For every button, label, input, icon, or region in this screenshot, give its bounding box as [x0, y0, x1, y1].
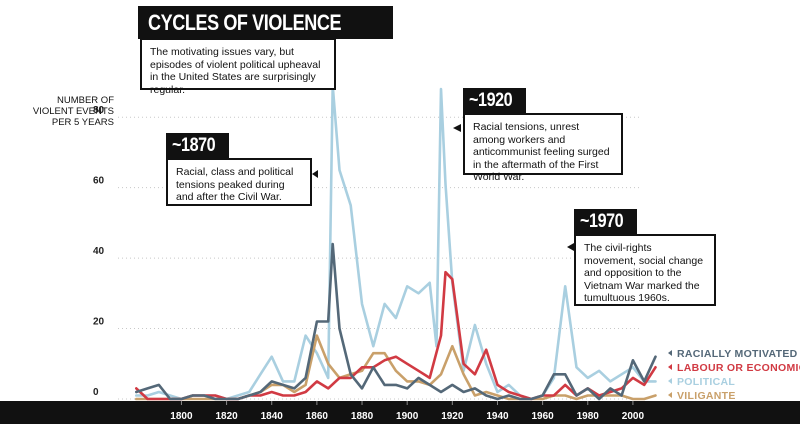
- x-tick-label: 1920: [441, 411, 464, 422]
- chart-title-box: CYCLES OF VIOLENCE: [138, 6, 394, 39]
- legend-marker-icon: [668, 350, 672, 356]
- series-line-racially-motivated: [135, 242, 657, 401]
- legend-marker-icon: [668, 364, 672, 370]
- legend-marker-icon: [668, 392, 672, 398]
- annotation-pointer-icon: [567, 243, 574, 251]
- legend-item-viligante: VILIGANTE: [668, 389, 800, 403]
- annotation-tag-1920: ~1920: [463, 88, 526, 113]
- x-tick-label: 1900: [396, 411, 419, 422]
- x-tick-label: 1940: [486, 411, 509, 422]
- x-axis-band: [0, 401, 800, 424]
- legend-item-labour-or-economic: LABOUR OR ECONOMIC: [668, 361, 800, 375]
- chart-title: CYCLES OF VIOLENCE: [148, 10, 342, 35]
- annotation-tag-1970: ~1970: [574, 209, 637, 234]
- legend-item-racially-motivated: RACIALLY MOTIVATED: [668, 347, 800, 361]
- annotation-text-1970: The civil-rights movement, social change…: [584, 242, 704, 304]
- subtitle-text: The motivating issues vary, but episodes…: [150, 46, 321, 96]
- annotation-box-1970: The civil-rights movement, social change…: [574, 234, 716, 306]
- annotation-box-1870: Racial, class and political tensions pea…: [166, 158, 312, 206]
- x-tick-label: 1840: [261, 411, 284, 422]
- x-tick-label: 1880: [351, 411, 374, 422]
- y-tick-label: 80: [93, 105, 105, 116]
- annotation-pointer-icon: [312, 170, 318, 178]
- y-tick-label: 0: [93, 387, 99, 398]
- legend-marker-icon: [668, 378, 672, 384]
- x-tick-label: 1800: [170, 411, 193, 422]
- x-axis-ticks: 1800 1820 1840 1860 1880 1900 1920 1940 1960 1980…: [170, 401, 644, 422]
- y-tick-label: 40: [93, 246, 105, 257]
- annotation-pointers: [312, 124, 574, 251]
- annotation-text-1870: Racial, class and political tensions pea…: [176, 166, 294, 203]
- chart-legend: RACIALLY MOTIVATED LABOUR OR ECONOMIC PO…: [668, 347, 800, 403]
- x-tick-label: 1820: [215, 411, 238, 422]
- x-tick-label: 1960: [531, 411, 554, 422]
- series-lines: [135, 84, 657, 401]
- annotation-tag-1870: ~1870: [166, 133, 229, 158]
- y-tick-label: 60: [93, 176, 105, 187]
- legend-item-political: POLITICAL: [668, 375, 800, 389]
- x-tick-label: 2000: [622, 411, 645, 422]
- x-tick-label: 1860: [306, 411, 329, 422]
- annotation-box-1920: Racial tensions, unrest among workers an…: [463, 113, 623, 183]
- x-tick-label: 1980: [577, 411, 600, 422]
- annotation-text-1920: Racial tensions, unrest among workers an…: [473, 121, 610, 183]
- y-axis-ticks: 0 20 40 60 80: [93, 105, 105, 398]
- subtitle-box: The motivating issues vary, but episodes…: [140, 38, 336, 96]
- annotation-pointer-icon: [453, 124, 461, 132]
- y-tick-label: 20: [93, 317, 105, 328]
- y-axis-label: NUMBER OF VIOLENT EVENTS PER 5 YEARS: [32, 95, 114, 128]
